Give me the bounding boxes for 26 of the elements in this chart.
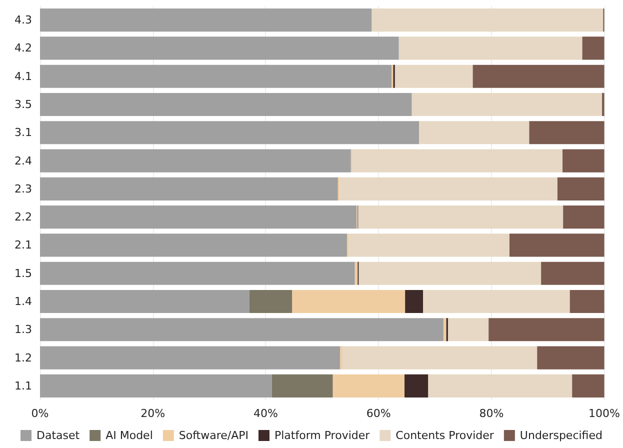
x-tick-label: 80% xyxy=(479,407,504,420)
legend-label: Underspecified xyxy=(520,429,602,442)
y-tick-label: 4.1 xyxy=(14,70,32,83)
x-tick-label: 20% xyxy=(140,407,166,420)
legend-label: Software/API xyxy=(178,429,248,442)
y-tick-label: 1.4 xyxy=(14,295,32,308)
x-tick-label: 0% xyxy=(31,407,49,420)
y-tick-label: 3.5 xyxy=(14,98,32,111)
y-tick-label: 4.2 xyxy=(14,42,32,55)
legend-label: Platform Provider xyxy=(274,429,370,442)
y-tick-label: 2.3 xyxy=(14,182,32,196)
legend-label: Dataset xyxy=(36,429,80,442)
legend-label: AI Model xyxy=(106,429,153,442)
legend-label: Contents Provider xyxy=(396,429,494,442)
y-tick-label: 1.2 xyxy=(14,351,32,364)
x-tick-label: 40% xyxy=(253,407,278,420)
x-tick-label: 60% xyxy=(366,407,391,420)
y-tick-label: 2.4 xyxy=(14,154,32,168)
y-tick-label: 4.3 xyxy=(14,14,32,27)
y-tick-label: 1.3 xyxy=(14,323,32,336)
y-tick-label: 1.5 xyxy=(14,266,32,280)
y-tick-label: 2.1 xyxy=(14,238,32,252)
y-tick-label: 2.2 xyxy=(14,210,32,224)
y-tick-label: 1.1 xyxy=(14,379,32,392)
y-tick-label: 3.1 xyxy=(14,126,32,140)
x-tick-label: 100% xyxy=(588,407,620,420)
